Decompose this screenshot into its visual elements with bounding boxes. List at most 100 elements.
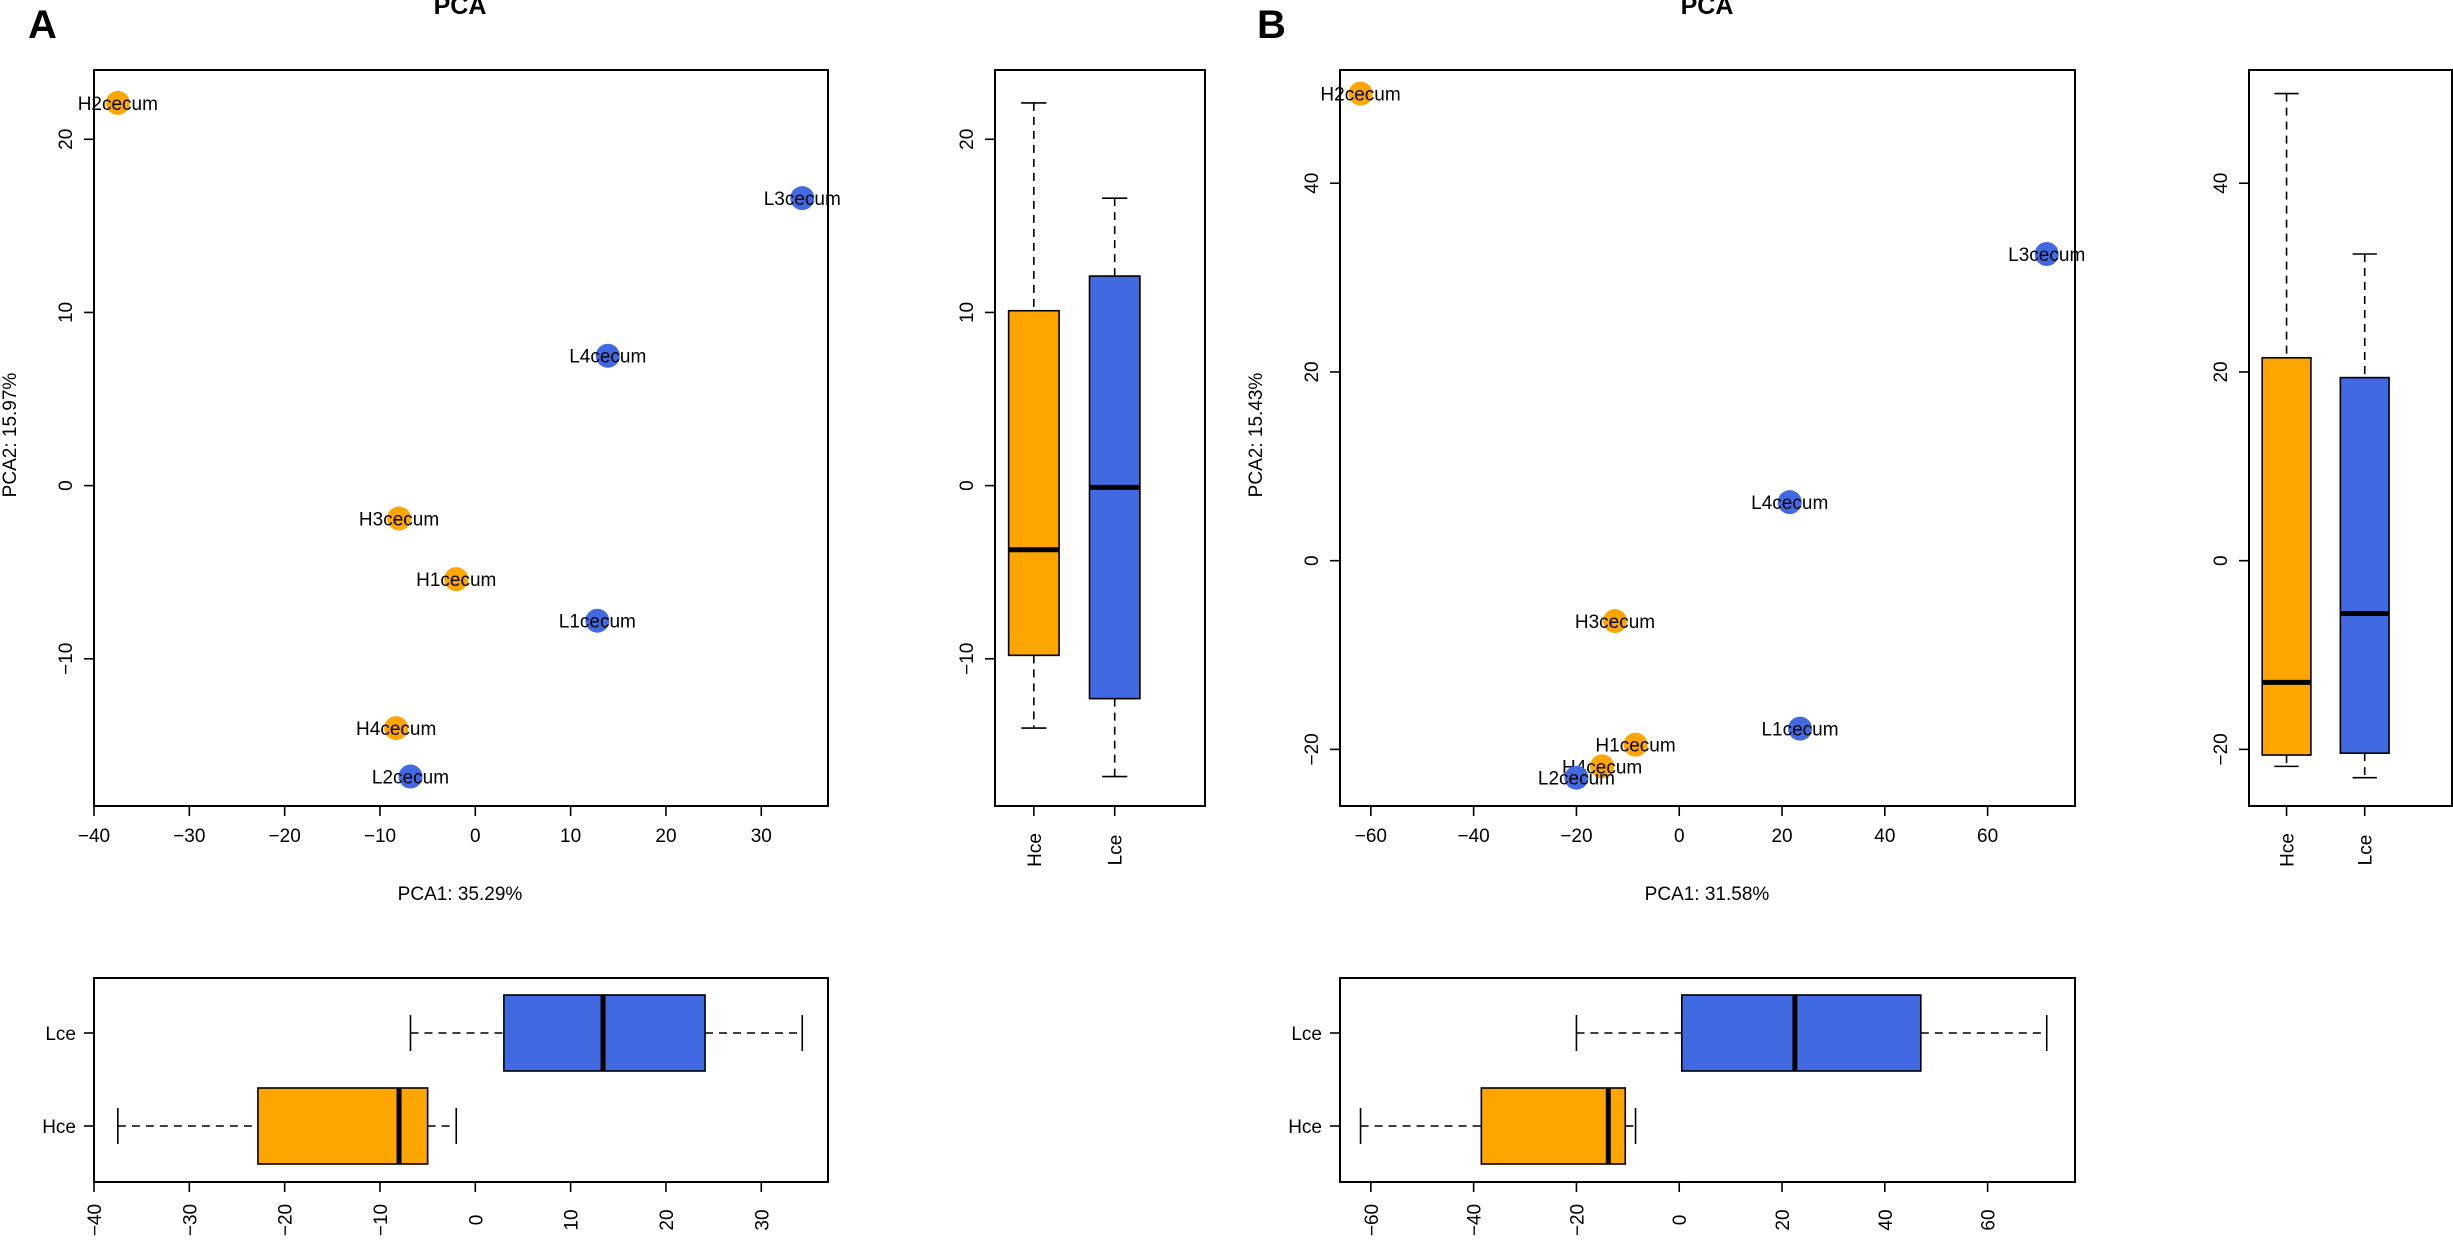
panel-a-boxplot-x-frame bbox=[93, 977, 829, 1183]
panel-b-boxplot-x-lce-label: Lce bbox=[1291, 1024, 1322, 1045]
panel-b-boxplot-y-tick-label: −20 bbox=[2211, 733, 2232, 765]
panel-b-boxplot-y: −20 0 20 40 Hce Lce bbox=[2211, 69, 2453, 867]
panel-a-title: PCA bbox=[434, 0, 487, 20]
panel-a-x-tick-label: −40 bbox=[78, 826, 110, 847]
panel-b-scatter: −60 −40 −20 0 20 40 60 −20 0 20 40 H2cecum L3cecum L4… bbox=[1302, 69, 2085, 847]
panel-a-y-tick-label: 10 bbox=[56, 302, 77, 323]
panel-a-boxplot-y-lce-label: Lce bbox=[1106, 835, 1127, 866]
panel-b-point-l3cecum bbox=[2034, 242, 2059, 266]
panel-b-boxplot-y-hce-label: Hce bbox=[2278, 833, 2299, 867]
panel-b-point-h1cecum bbox=[1623, 732, 1648, 757]
panel-b-point-h2cecum bbox=[1348, 81, 1373, 106]
panel-b-scatter-frame bbox=[1339, 69, 2076, 807]
panel-b-ylabel: PCA2: 15.43% bbox=[1246, 373, 1267, 498]
panel-b-boxplot-x-lce-box bbox=[1681, 994, 1922, 1072]
panel-b-boxplot-y-tick-label: 0 bbox=[2211, 555, 2232, 566]
panel-a-point-label-h1cecum: H1cecum bbox=[416, 570, 496, 591]
panel-a-scatter: −40 −30 −20 −10 0 10 20 30−1001020H2cecumL3cecu… bbox=[56, 69, 841, 847]
panel-a-y-tick-label: 0 bbox=[56, 480, 77, 491]
panel-a-x-tick-label: 20 bbox=[655, 826, 676, 847]
panel-a-boxplot-x: −40 −30 −20 −10 0 10 20 30 Hce Lce bbox=[42, 977, 829, 1236]
panel-b-x-tick-label: 60 bbox=[1977, 826, 1998, 847]
panel-a-x-tick-label: −30 bbox=[173, 826, 205, 847]
panel-b-boxplot-x-tick-label: −60 bbox=[1362, 1204, 1383, 1236]
panel-a-boxplot-y: −10 0 10 20 Hce Lce bbox=[957, 69, 1206, 867]
panel-a-boxplot-x-tick-label: −10 bbox=[371, 1204, 392, 1236]
panel-a-point-label-h4cecum: H4cecum bbox=[356, 719, 436, 740]
panel-a-x-tick-label: −20 bbox=[269, 826, 301, 847]
panel-a-point-l2cecum bbox=[398, 764, 423, 789]
panel-a-y-tick-label: −10 bbox=[56, 643, 77, 675]
panel-a-point-h2cecum bbox=[105, 90, 130, 115]
panel-a: A PCA −40 −30 −20 −10 0 10 20 30−1001020H2cecum… bbox=[0, 0, 1206, 1236]
panel-a-point-label-h2cecum: H2cecum bbox=[78, 94, 158, 115]
panel-a-boxplot-y-hce-box bbox=[1007, 309, 1060, 657]
panel-a-y-tick-label: 20 bbox=[56, 129, 77, 150]
panel-b-boxplot-y-hce-box bbox=[2261, 356, 2312, 756]
panel-letter-a: A bbox=[28, 3, 57, 47]
panel-a-ylabel: PCA2: 15.97% bbox=[0, 373, 21, 498]
panel-b-boxplot-y-tick-label: 40 bbox=[2211, 173, 2232, 194]
panel-b-y-tick-label: 0 bbox=[1302, 555, 1323, 566]
panel-a-point-label-l4cecum: L4cecum bbox=[569, 347, 646, 368]
panel-a-boxplot-x-tick-label: 20 bbox=[657, 1209, 678, 1230]
panel-b-x-tick-label: −60 bbox=[1355, 826, 1387, 847]
panel-a-point-l4cecum bbox=[595, 343, 620, 368]
panel-a-boxplot-x-tick-label: 10 bbox=[562, 1209, 583, 1230]
panel-b-x-tick-label: 40 bbox=[1874, 826, 1895, 847]
panel-a-point-l3cecum bbox=[790, 186, 815, 211]
panel-a-point-h4cecum bbox=[384, 716, 409, 741]
panel-b-point-label-l2cecum: L2cecum bbox=[1538, 769, 1615, 790]
panel-a-x-tick-label: −10 bbox=[364, 826, 396, 847]
panel-b-boxplot-x-hce-box bbox=[1480, 1087, 1627, 1165]
panel-b-boxplot-x-tick-label: 40 bbox=[1876, 1209, 1897, 1230]
panel-b-boxplot-x-tick-label: −40 bbox=[1465, 1204, 1486, 1236]
panel-a-point-l1cecum bbox=[585, 608, 610, 633]
panel-a-boxplot-x-tick-label: −40 bbox=[85, 1204, 106, 1236]
panel-a-point-label-l2cecum: L2cecum bbox=[372, 768, 449, 789]
panel-a-boxplot-x-hce-label: Hce bbox=[42, 1117, 76, 1138]
panel-b-point-label-l3cecum: L3cecum bbox=[2008, 245, 2085, 266]
panel-a-point-h3cecum bbox=[387, 506, 412, 531]
panel-a-boxplot-y-tick-label: 20 bbox=[957, 129, 978, 150]
panel-b-x-tick-label: −40 bbox=[1458, 826, 1490, 847]
panel-b-point-l1cecum bbox=[1788, 716, 1813, 741]
panel-b-boxplot-x-tick-label: 0 bbox=[1670, 1215, 1691, 1226]
panel-a-point-h1cecum bbox=[444, 567, 469, 592]
panel-a-boxplot-y-tick-label: 0 bbox=[957, 480, 978, 491]
panel-a-point-label-l3cecum: L3cecum bbox=[764, 189, 841, 210]
panel-a-boxplot-x-lce-label: Lce bbox=[45, 1024, 76, 1045]
panel-a-point-label-h3cecum: H3cecum bbox=[359, 510, 439, 531]
panel-b: B PCA −60 −40 −20 0 20 40 60 −20 0 20 40 H2cecum L3c… bbox=[1246, 0, 2453, 1236]
panel-b-boxplot-y-lce-box bbox=[2339, 376, 2390, 754]
panel-a-boxplot-x-tick-label: 30 bbox=[752, 1209, 773, 1230]
panel-a-boxplot-x-hce-box bbox=[257, 1087, 429, 1165]
panel-a-x-tick-label: 0 bbox=[470, 826, 481, 847]
panel-b-point-label-h2cecum: H2cecum bbox=[1320, 85, 1400, 106]
panel-b-point-l2cecum bbox=[1564, 765, 1589, 790]
panel-a-boxplot-x-tick-label: −30 bbox=[180, 1204, 201, 1236]
panel-a-boxplot-y-tick-label: −10 bbox=[957, 643, 978, 675]
panel-a-x-tick-label: 10 bbox=[560, 826, 581, 847]
panel-b-y-tick-label: −20 bbox=[1302, 733, 1323, 765]
panel-b-boxplot-y-tick-label: 20 bbox=[2211, 361, 2232, 382]
panel-b-xlabel: PCA1: 31.58% bbox=[1645, 884, 1770, 905]
panel-b-point-l4cecum bbox=[1777, 490, 1802, 515]
panel-b-point-label-h3cecum: H3cecum bbox=[1575, 612, 1655, 633]
panel-b-boxplot-x-tick-label: −20 bbox=[1567, 1204, 1588, 1236]
panel-b-boxplot-y-lce-label: Lce bbox=[2356, 835, 2377, 866]
panel-b-y-tick-label: 20 bbox=[1302, 361, 1323, 382]
panel-b-point-label-h1cecum: H1cecum bbox=[1595, 736, 1675, 757]
panel-a-xlabel: PCA1: 35.29% bbox=[398, 884, 523, 905]
panel-b-point-h4cecum bbox=[1590, 754, 1615, 779]
panel-a-boxplot-y-tick-label: 10 bbox=[957, 302, 978, 323]
panel-a-x-tick-label: 30 bbox=[751, 826, 772, 847]
panel-a-boxplot-x-tick-label: −20 bbox=[276, 1204, 297, 1236]
panel-b-y-tick-label: 40 bbox=[1302, 173, 1323, 194]
panel-letter-b: B bbox=[1257, 3, 1286, 47]
panel-b-boxplot-x: −60 −40 −20 0 20 40 60 Hce Lce bbox=[1288, 977, 2076, 1236]
panel-a-scatter-frame bbox=[93, 69, 829, 807]
panel-b-title: PCA bbox=[1681, 0, 1734, 20]
panel-b-boxplot-x-tick-label: 60 bbox=[1979, 1209, 2000, 1230]
